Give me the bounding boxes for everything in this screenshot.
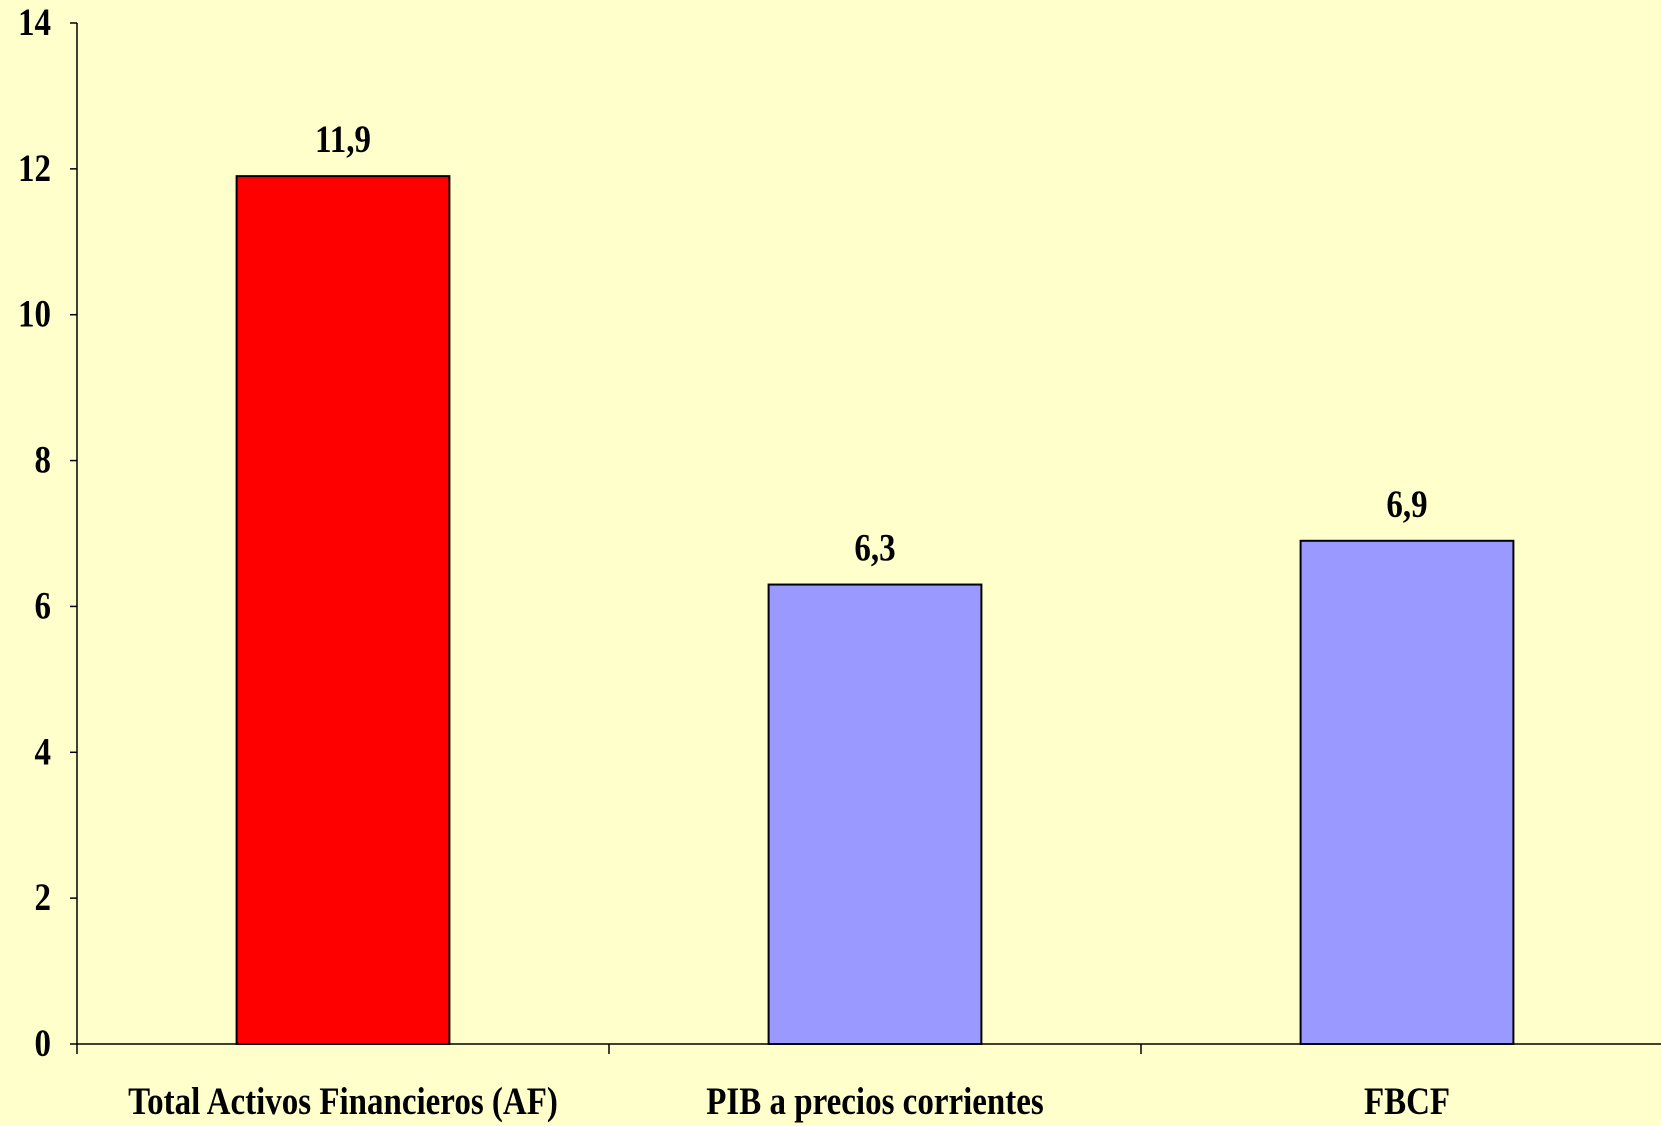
y-tick-label: 8 [35, 438, 51, 481]
bar [1299, 539, 1515, 1045]
bar-value-label: 6,3 [854, 526, 895, 569]
y-tick-label: 4 [35, 730, 51, 773]
bar-value-label: 6,9 [1386, 482, 1427, 525]
category-label: PIB a precios corrientes [706, 1079, 1043, 1122]
y-tick-label: 10 [18, 292, 51, 335]
bar [767, 583, 983, 1045]
bar-value-label: 11,9 [315, 117, 371, 160]
category-label: FBCF [1364, 1079, 1450, 1122]
y-tick-label: 2 [35, 875, 51, 918]
y-tick-label: 6 [35, 584, 51, 627]
category-label: Total Activos Financieros (AF) [128, 1079, 558, 1122]
y-tick-label: 12 [18, 146, 51, 189]
y-tick-label: 14 [18, 0, 51, 43]
y-tick-label: 0 [35, 1021, 51, 1064]
bar [235, 175, 451, 1045]
